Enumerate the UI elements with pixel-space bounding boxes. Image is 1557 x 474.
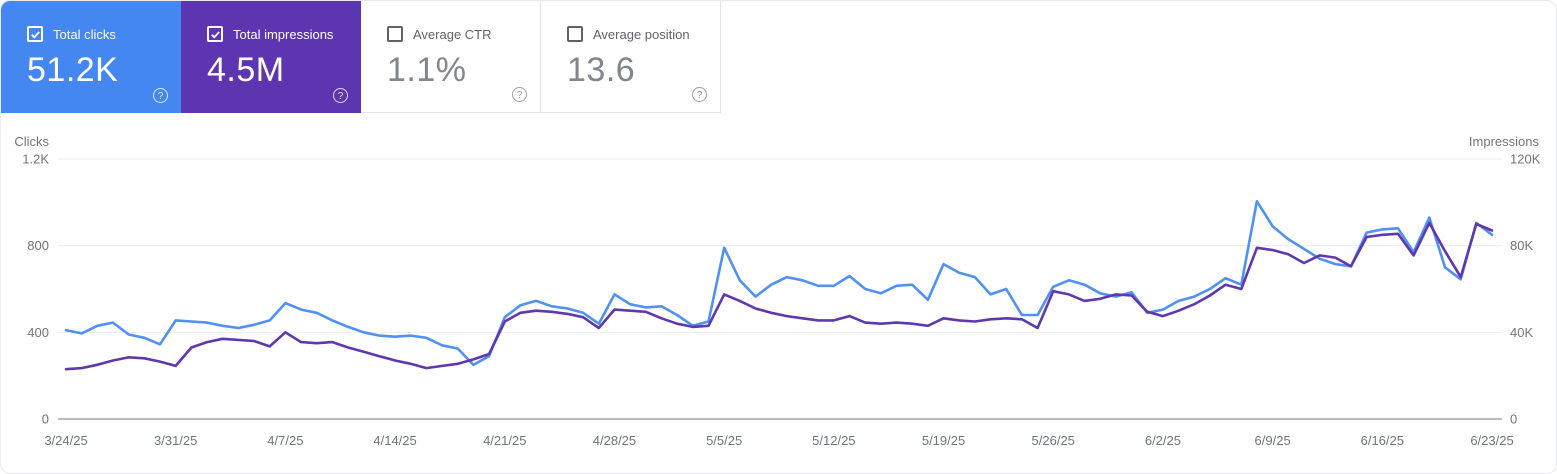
svg-text:6/23/25: 6/23/25: [1470, 433, 1513, 448]
help-icon[interactable]: ?: [692, 87, 707, 102]
svg-text:120K: 120K: [1510, 152, 1541, 167]
svg-text:6/2/25: 6/2/25: [1145, 433, 1181, 448]
metric-cards-row: Total clicks 51.2K ? Total impressions 4…: [1, 1, 721, 113]
help-icon[interactable]: ?: [153, 88, 168, 103]
metric-label: Average CTR: [413, 26, 492, 42]
metric-card-average-position[interactable]: Average position 13.6 ?: [541, 1, 721, 113]
metric-label: Average position: [593, 26, 690, 42]
metric-card-total-impressions[interactable]: Total impressions 4.5M ?: [181, 1, 361, 113]
svg-text:4/14/25: 4/14/25: [373, 433, 416, 448]
checkmark-icon: [210, 30, 220, 39]
help-icon[interactable]: ?: [512, 87, 527, 102]
svg-text:4/21/25: 4/21/25: [483, 433, 526, 448]
svg-text:800: 800: [27, 238, 49, 253]
metric-value: 4.5M: [207, 51, 285, 89]
total-impressions-checkbox[interactable]: [207, 26, 223, 42]
svg-text:40K: 40K: [1510, 325, 1533, 340]
svg-text:3/24/25: 3/24/25: [44, 433, 87, 448]
svg-text:6/9/25: 6/9/25: [1255, 433, 1291, 448]
svg-text:1.2K: 1.2K: [22, 152, 49, 167]
impressions-line: [64, 221, 1494, 371]
svg-text:Clicks: Clicks: [14, 134, 49, 149]
svg-text:4/28/25: 4/28/25: [593, 433, 636, 448]
svg-text:4/7/25: 4/7/25: [267, 433, 303, 448]
svg-text:Impressions: Impressions: [1469, 134, 1540, 149]
metric-label: Total impressions: [233, 26, 334, 42]
svg-text:0: 0: [1510, 412, 1517, 427]
metric-value: 1.1%: [387, 51, 467, 89]
metric-card-average-ctr[interactable]: Average CTR 1.1% ?: [361, 1, 541, 113]
metric-value: 13.6: [567, 51, 636, 89]
metric-card-total-clicks[interactable]: Total clicks 51.2K ?: [1, 1, 181, 113]
svg-text:5/5/25: 5/5/25: [706, 433, 742, 448]
average-position-checkbox[interactable]: [567, 26, 583, 42]
svg-text:6/16/25: 6/16/25: [1361, 433, 1404, 448]
metric-value: 51.2K: [27, 51, 119, 89]
metric-label: Total clicks: [53, 26, 116, 42]
average-ctr-checkbox[interactable]: [387, 26, 403, 42]
total-clicks-checkbox[interactable]: [27, 26, 43, 42]
svg-text:400: 400: [27, 325, 49, 340]
svg-text:3/31/25: 3/31/25: [154, 433, 197, 448]
svg-text:5/26/25: 5/26/25: [1032, 433, 1075, 448]
svg-text:5/12/25: 5/12/25: [812, 433, 855, 448]
help-icon[interactable]: ?: [333, 88, 348, 103]
svg-text:0: 0: [42, 412, 49, 427]
svg-text:80K: 80K: [1510, 238, 1533, 253]
checkmark-icon: [30, 30, 40, 39]
clicks-line: [64, 200, 1494, 367]
svg-text:5/19/25: 5/19/25: [922, 433, 965, 448]
